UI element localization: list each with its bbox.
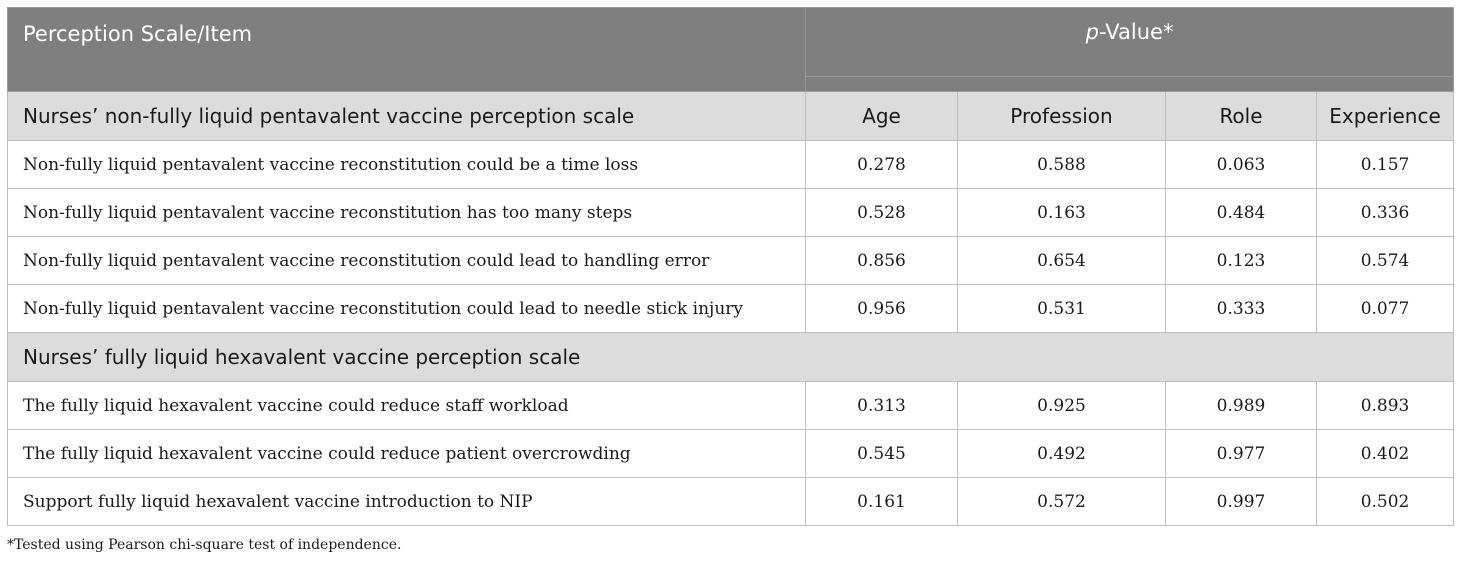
- table-row: The fully liquid hexavalent vaccine coul…: [7, 429, 1455, 478]
- cell-age: 0.528: [805, 188, 958, 237]
- row-item: Non-fully liquid pentavalent vaccine rec…: [7, 284, 806, 333]
- cell-role: 0.977: [1165, 429, 1317, 478]
- cell-profession: 0.163: [957, 188, 1166, 237]
- table-header-row: Perception Scale/Item p-Value*: [7, 7, 1455, 92]
- column-header-experience: Experience: [1315, 91, 1455, 141]
- row-item: The fully liquid hexavalent vaccine coul…: [7, 429, 806, 478]
- cell-profession: 0.654: [957, 236, 1166, 285]
- table-footnote: *Tested using Pearson chi-square test of…: [7, 537, 402, 553]
- section-header-row: Nurses’ non-fully liquid pentavalent vac…: [7, 91, 1455, 141]
- header-pvalue-italic: p: [1085, 20, 1099, 44]
- cell-profession: 0.925: [957, 381, 1166, 430]
- cell-experience: 0.077: [1315, 284, 1455, 333]
- column-header-role: Role: [1165, 91, 1317, 141]
- table-row: The fully liquid hexavalent vaccine coul…: [7, 381, 1455, 430]
- perception-pvalue-table: Perception Scale/Item p-Value* Nurses’ n…: [6, 7, 1455, 526]
- cell-role: 0.063: [1165, 140, 1317, 189]
- cell-role: 0.997: [1165, 477, 1317, 526]
- cell-experience: 0.574: [1315, 236, 1455, 285]
- cell-role: 0.123: [1165, 236, 1317, 285]
- cell-age: 0.278: [805, 140, 958, 189]
- table-row: Support fully liquid hexavalent vaccine …: [7, 477, 1455, 526]
- cell-profession: 0.531: [957, 284, 1166, 333]
- column-header-age: Age: [805, 91, 958, 141]
- cell-role: 0.333: [1165, 284, 1317, 333]
- section-title: Nurses’ fully liquid hexavalent vaccine …: [6, 332, 1455, 382]
- cell-experience: 0.502: [1315, 477, 1455, 526]
- table-header-spacer-row: [8, 76, 1455, 92]
- cell-age: 0.161: [805, 477, 958, 526]
- cell-experience: 0.157: [1315, 140, 1455, 189]
- table-row: Non-fully liquid pentavalent vaccine rec…: [7, 188, 1455, 237]
- table-row: Non-fully liquid pentavalent vaccine rec…: [7, 284, 1455, 333]
- section-header-row: Nurses’ fully liquid hexavalent vaccine …: [6, 332, 1455, 382]
- row-item: The fully liquid hexavalent vaccine coul…: [7, 381, 806, 430]
- column-header-profession: Profession: [957, 91, 1166, 141]
- cell-experience: 0.336: [1315, 188, 1455, 237]
- section-title: Nurses’ non-fully liquid pentavalent vac…: [7, 91, 806, 141]
- cell-age: 0.956: [805, 284, 958, 333]
- row-item: Non-fully liquid pentavalent vaccine rec…: [7, 188, 806, 237]
- table-row: Non-fully liquid pentavalent vaccine rec…: [7, 236, 1455, 285]
- cell-age: 0.545: [805, 429, 958, 478]
- cell-experience: 0.893: [1315, 381, 1455, 430]
- cell-role: 0.484: [1165, 188, 1317, 237]
- cell-age: 0.856: [805, 236, 958, 285]
- row-item: Non-fully liquid pentavalent vaccine rec…: [7, 140, 806, 189]
- table-row: Non-fully liquid pentavalent vaccine rec…: [7, 140, 1455, 189]
- header-spacer: [804, 76, 1455, 92]
- cell-profession: 0.572: [957, 477, 1166, 526]
- header-pvalue-rest: -Value*: [1098, 20, 1174, 44]
- row-item: Non-fully liquid pentavalent vaccine rec…: [7, 236, 806, 285]
- cell-profession: 0.588: [957, 140, 1166, 189]
- cell-age: 0.313: [805, 381, 958, 430]
- header-scale-item: Perception Scale/Item: [7, 7, 806, 92]
- header-pvalue: p-Value*: [804, 7, 1455, 77]
- cell-profession: 0.492: [957, 429, 1166, 478]
- cell-experience: 0.402: [1315, 429, 1455, 478]
- cell-role: 0.989: [1165, 381, 1317, 430]
- row-item: Support fully liquid hexavalent vaccine …: [7, 477, 806, 526]
